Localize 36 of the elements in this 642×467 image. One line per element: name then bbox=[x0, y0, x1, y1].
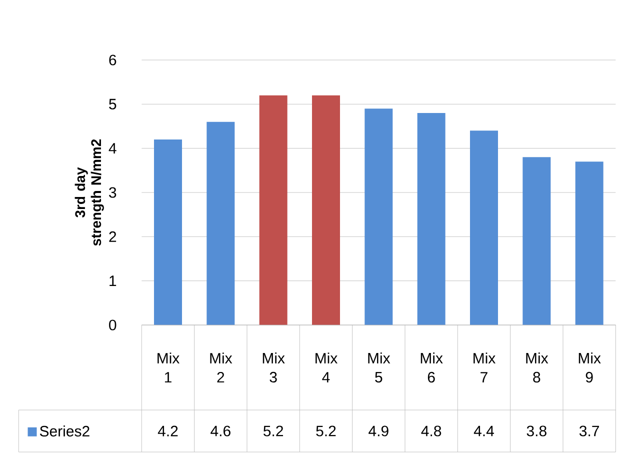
y-tick-label: 0 bbox=[109, 320, 116, 330]
y-tick-label: 3 bbox=[109, 187, 116, 198]
bar bbox=[417, 113, 446, 325]
x-tick-label: Mix 6 bbox=[420, 352, 443, 383]
bar bbox=[522, 157, 551, 325]
y-tick-label: 1 bbox=[110, 276, 116, 286]
bar bbox=[259, 95, 288, 325]
data-label: 4.8 bbox=[421, 426, 442, 436]
bar bbox=[312, 95, 340, 325]
data-label: 3.7 bbox=[579, 426, 600, 436]
y-tick-label: 5 bbox=[109, 98, 116, 110]
x-tick-label: Mix 5 bbox=[368, 352, 390, 383]
data-label: 3.8 bbox=[526, 426, 546, 436]
x-tick-label: Mix 4 bbox=[316, 352, 338, 382]
y-tick-label: 4 bbox=[108, 143, 116, 154]
data-label: 4.9 bbox=[368, 426, 388, 436]
data-label: 5.2 bbox=[316, 426, 336, 436]
bar bbox=[364, 108, 393, 325]
x-tick-label: Mix 2 bbox=[210, 352, 232, 382]
y-tick-label: 6 bbox=[109, 54, 116, 66]
bar bbox=[154, 140, 182, 325]
data-label: 4.4 bbox=[474, 426, 494, 436]
data-label: 4.6 bbox=[210, 426, 230, 436]
bar bbox=[206, 122, 235, 325]
x-tick-label: Mix 3 bbox=[262, 352, 285, 383]
data-label: 4.2 bbox=[158, 426, 178, 436]
x-tick-label: Mix 9 bbox=[578, 352, 601, 383]
y-tick-label: 2 bbox=[109, 231, 116, 242]
legend-label: Series2 bbox=[40, 425, 90, 437]
data-label: 5.2 bbox=[264, 426, 284, 436]
x-tick-label: Mix 1 bbox=[158, 352, 180, 382]
x-tick-label: Mix 7 bbox=[474, 352, 496, 382]
bar bbox=[575, 162, 604, 325]
y-axis-title: 3rd day strength N/mm2 bbox=[74, 139, 104, 246]
bar bbox=[470, 130, 498, 325]
x-tick-label: Mix 8 bbox=[526, 352, 548, 383]
